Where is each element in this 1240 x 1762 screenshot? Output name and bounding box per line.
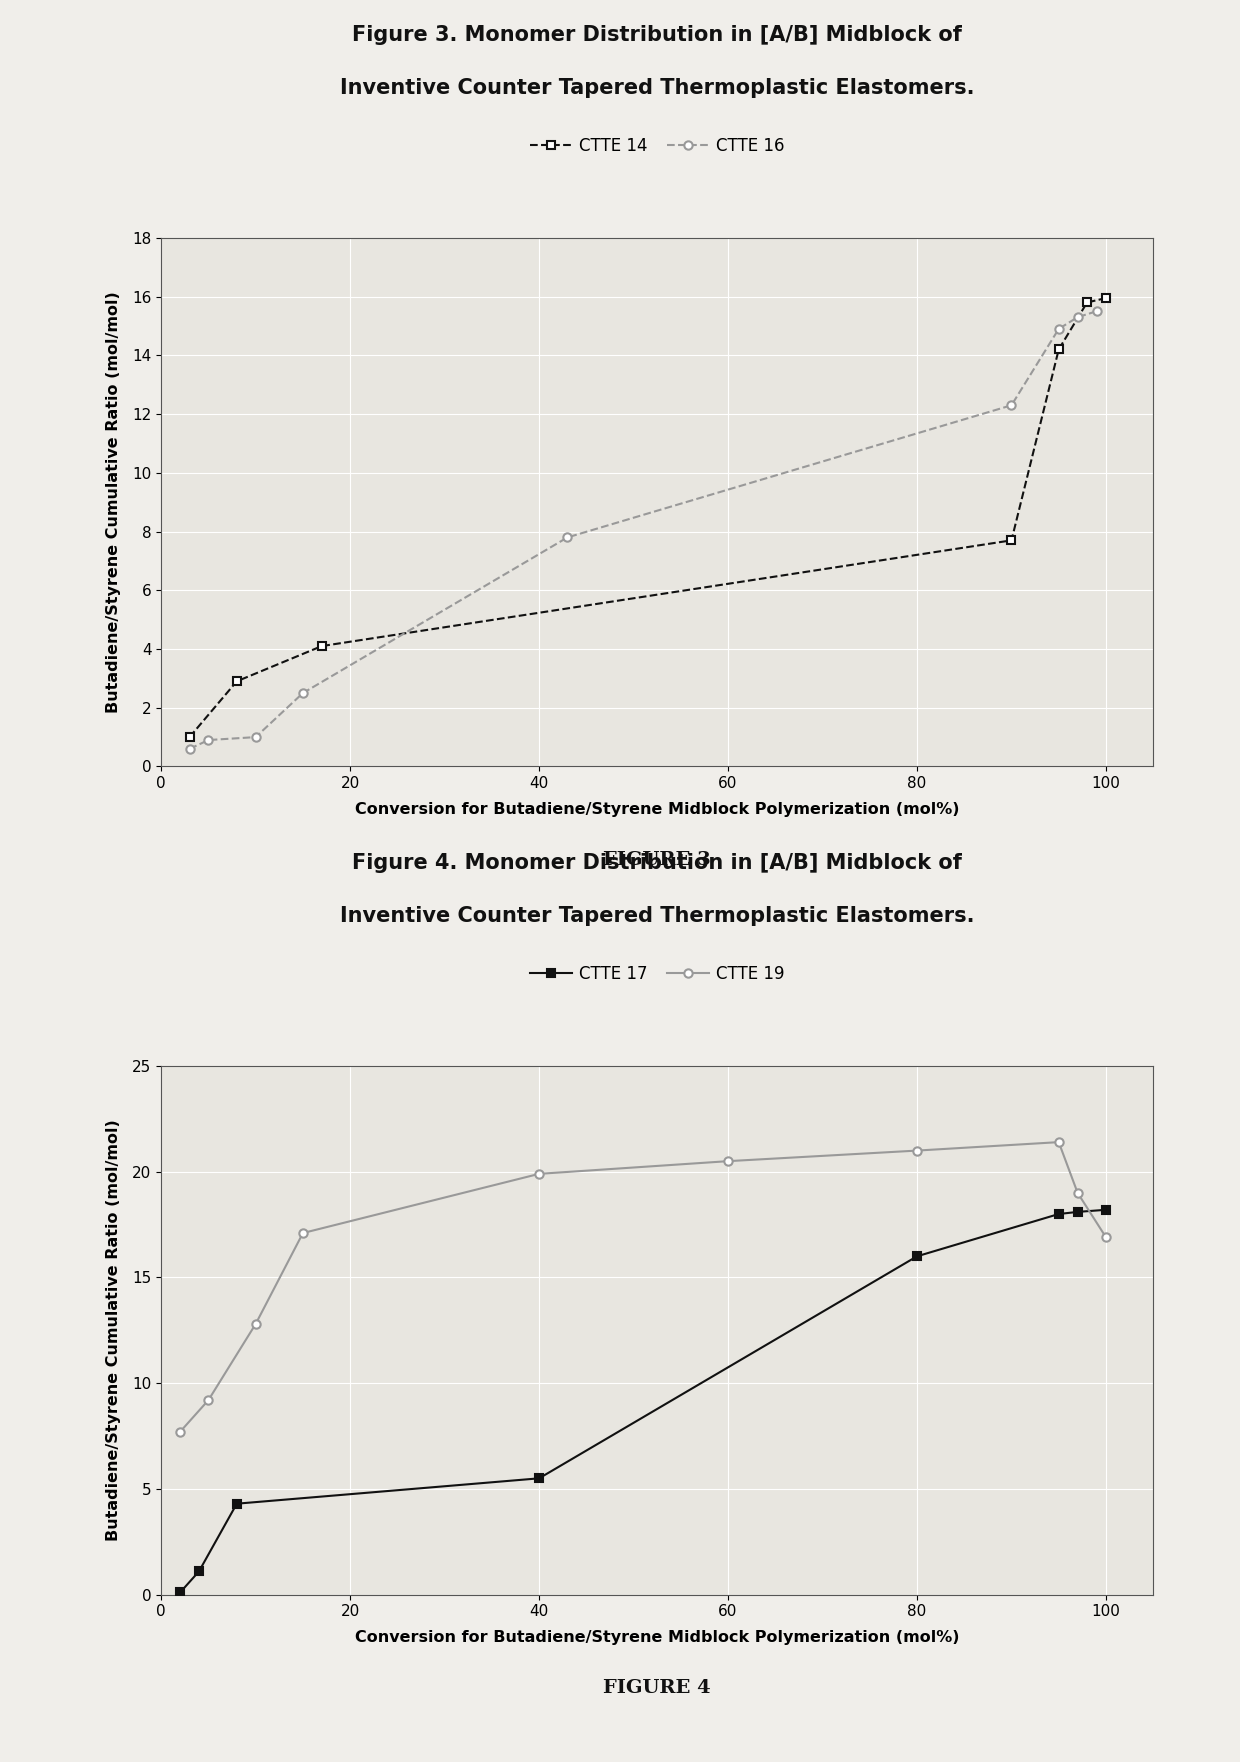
Line: CTTE 19: CTTE 19: [176, 1138, 1110, 1436]
CTTE 19: [248, 1313, 263, 1334]
Text: Inventive Counter Tapered Thermoplastic Elastomers.: Inventive Counter Tapered Thermoplastic …: [340, 906, 975, 927]
Text: Figure 4. Monomer Distribution in [A/B] Midblock of: Figure 4. Monomer Distribution in [A/B] …: [352, 853, 962, 874]
CTTE 14: [1004, 530, 1019, 552]
CTTE 17: [191, 1561, 206, 1582]
Text: FIGURE 3: FIGURE 3: [604, 851, 711, 869]
Legend: CTTE 17, CTTE 19: CTTE 17, CTTE 19: [523, 959, 791, 990]
CTTE 16: [201, 729, 216, 751]
Y-axis label: Butadiene/Styrene Cumulative Ratio (mol/mol): Butadiene/Styrene Cumulative Ratio (mol/…: [105, 291, 122, 714]
CTTE 19: [201, 1390, 216, 1411]
CTTE 17: [172, 1582, 187, 1603]
CTTE 16: [560, 527, 575, 548]
CTTE 14: [182, 726, 197, 747]
CTTE 17: [532, 1468, 547, 1489]
CTTE 16: [295, 682, 310, 703]
CTTE 17: [910, 1246, 925, 1267]
CTTE 14: [315, 636, 330, 657]
CTTE 16: [1052, 319, 1066, 340]
X-axis label: Conversion for Butadiene/Styrene Midblock Polymerization (mol%): Conversion for Butadiene/Styrene Midbloc…: [355, 1630, 960, 1646]
CTTE 14: [1052, 338, 1066, 359]
Legend: CTTE 14, CTTE 16: CTTE 14, CTTE 16: [523, 130, 791, 162]
Text: FIGURE 4: FIGURE 4: [604, 1679, 711, 1697]
CTTE 14: [1099, 287, 1114, 308]
CTTE 19: [1099, 1226, 1114, 1247]
CTTE 14: [1080, 292, 1095, 314]
CTTE 16: [248, 726, 263, 747]
CTTE 19: [910, 1140, 925, 1161]
CTTE 14: [229, 671, 244, 692]
CTTE 19: [1052, 1131, 1066, 1152]
Y-axis label: Butadiene/Styrene Cumulative Ratio (mol/mol): Butadiene/Styrene Cumulative Ratio (mol/…: [107, 1119, 122, 1542]
Text: Figure 3. Monomer Distribution in [A/B] Midblock of: Figure 3. Monomer Distribution in [A/B] …: [352, 25, 962, 46]
CTTE 19: [1070, 1182, 1085, 1203]
X-axis label: Conversion for Butadiene/Styrene Midblock Polymerization (mol%): Conversion for Butadiene/Styrene Midbloc…: [355, 802, 960, 818]
Line: CTTE 16: CTTE 16: [185, 307, 1101, 752]
Line: CTTE 14: CTTE 14: [185, 294, 1110, 742]
CTTE 19: [172, 1422, 187, 1443]
CTTE 17: [1070, 1202, 1085, 1223]
CTTE 19: [532, 1163, 547, 1184]
CTTE 16: [1070, 307, 1085, 328]
CTTE 17: [1099, 1200, 1114, 1221]
CTTE 16: [182, 738, 197, 759]
CTTE 16: [1004, 395, 1019, 416]
CTTE 19: [295, 1223, 310, 1244]
Text: Inventive Counter Tapered Thermoplastic Elastomers.: Inventive Counter Tapered Thermoplastic …: [340, 78, 975, 99]
CTTE 17: [1052, 1203, 1066, 1225]
CTTE 17: [229, 1492, 244, 1514]
CTTE 19: [720, 1151, 735, 1172]
Line: CTTE 17: CTTE 17: [176, 1205, 1110, 1596]
CTTE 16: [1089, 301, 1104, 322]
